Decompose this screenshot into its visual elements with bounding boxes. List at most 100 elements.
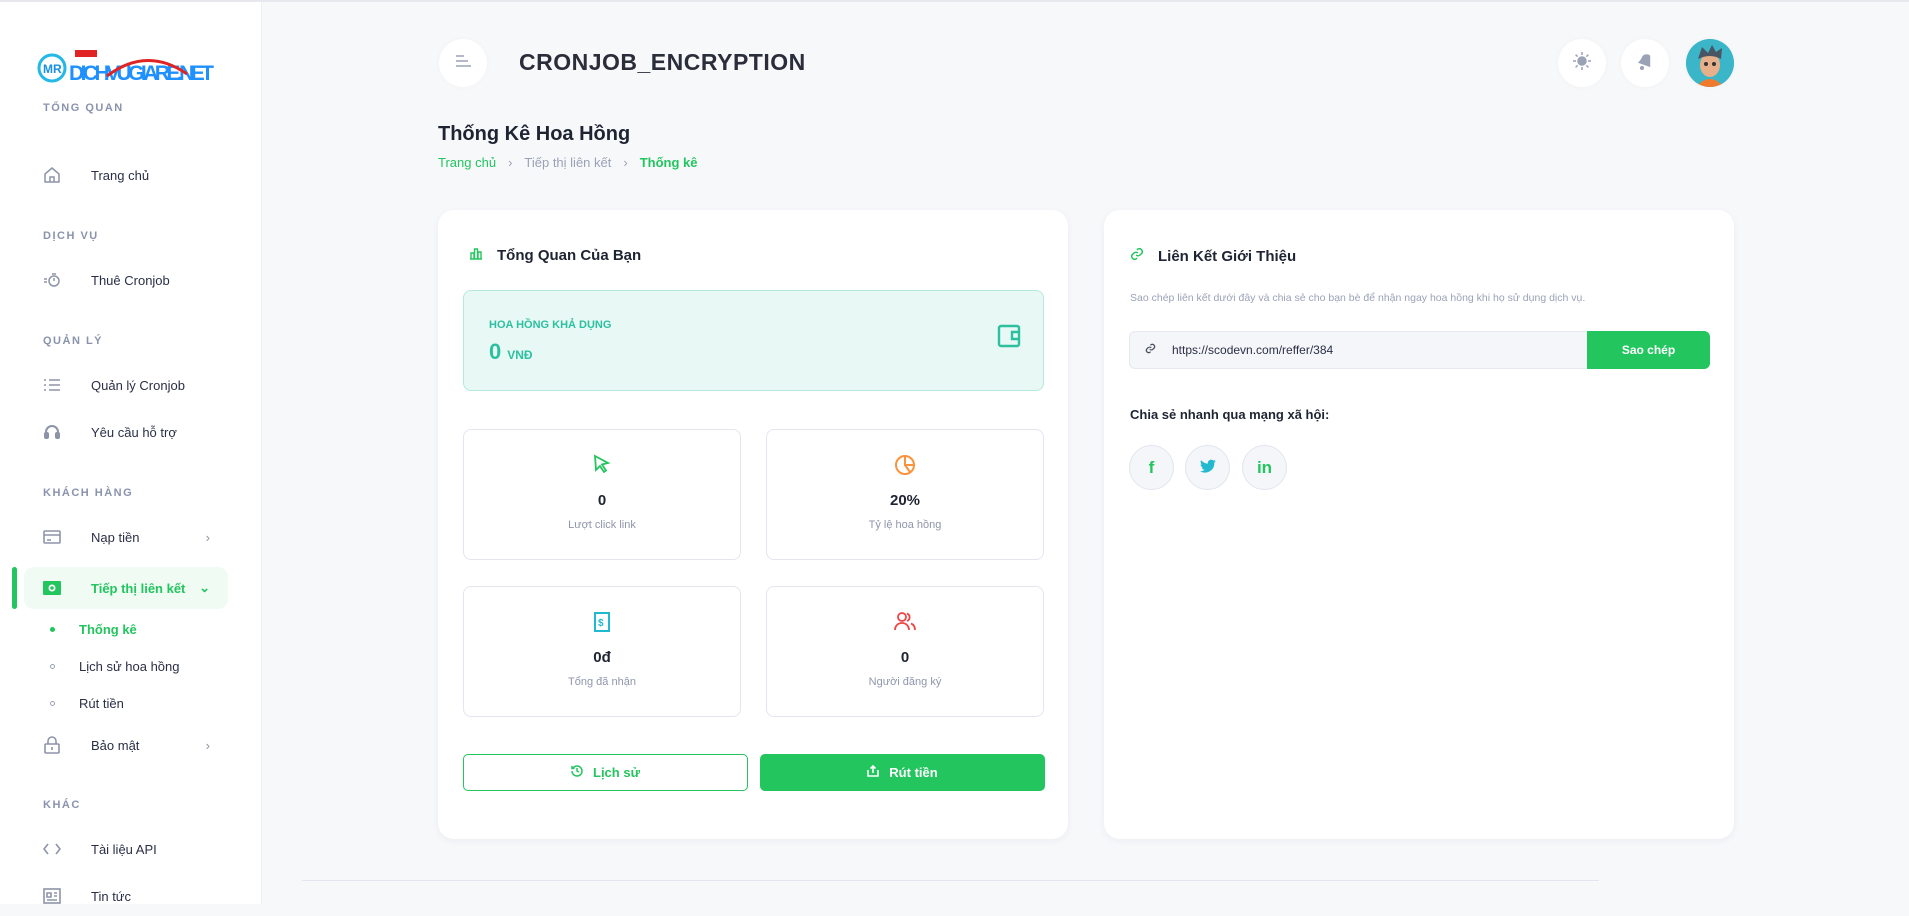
withdraw-button[interactable]: Rút tiền: [760, 754, 1045, 791]
history-icon: [571, 765, 583, 780]
sidebar-item-label: Nạp tiền: [91, 529, 140, 545]
chevron-right-icon: ›: [205, 529, 210, 545]
section-title: QUẢN LÝ: [43, 335, 103, 347]
section-title: KHÁC: [43, 799, 81, 811]
link-icon: [1145, 341, 1156, 359]
avatar[interactable]: [1686, 39, 1734, 87]
section-title: KHÁCH HÀNG: [43, 487, 134, 499]
sidebar-item-api-docs[interactable]: Tài liệu API: [24, 829, 228, 869]
card-title: Tổng Quan Của Bạn: [497, 247, 642, 264]
sidebar: MR DICHVUGIARE.NET TỔNG QUAN Trang chủ D…: [0, 2, 262, 904]
card-icon: [40, 530, 64, 544]
chevron-right-icon: ›: [623, 155, 628, 170]
card-header: Liên Kết Giới Thiệu: [1130, 247, 1296, 265]
stat-total-received: $ 0đ Tổng đã nhận: [463, 586, 741, 717]
stat-clicks: 0 Lượt click link: [463, 429, 741, 560]
receipt-icon: $: [593, 611, 611, 635]
submenu-label: Rút tiền: [79, 696, 124, 711]
stat-label: Lượt click link: [568, 519, 636, 531]
submenu-item-stats[interactable]: Thống kê: [50, 622, 137, 637]
referral-link-value: https://scodevn.com/reffer/384: [1172, 343, 1334, 357]
upload-icon: [867, 764, 880, 780]
stat-commission-rate: 20% Tỷ lệ hoa hồng: [766, 429, 1044, 560]
timer-icon: [40, 271, 64, 289]
code-icon: [40, 843, 64, 855]
share-twitter-button[interactable]: [1185, 445, 1230, 490]
pie-chart-icon: [894, 454, 916, 478]
twitter-icon: [1199, 458, 1216, 478]
sun-icon: [1572, 51, 1592, 76]
logo[interactable]: MR DICHVUGIARE.NET: [37, 46, 219, 86]
breadcrumb-current: Thống kê: [639, 155, 698, 170]
money-icon: [40, 581, 64, 595]
share-linkedin-button[interactable]: in: [1242, 445, 1287, 490]
breadcrumb-home[interactable]: Trang chủ: [438, 155, 497, 170]
sidebar-item-label: Bảo mật: [91, 737, 140, 753]
menu-toggle-button[interactable]: [439, 39, 487, 87]
home-icon: [40, 166, 64, 184]
stat-label: Người đăng ký: [868, 676, 942, 688]
referral-card: Liên Kết Giới Thiệu Sao chép liên kết dư…: [1104, 210, 1734, 839]
submenu-item-commission-history[interactable]: Lịch sử hoa hồng: [50, 659, 180, 674]
stat-value: 20%: [889, 492, 921, 509]
button-label: Rút tiền: [889, 765, 938, 780]
sidebar-item-label: Tài liệu API: [91, 841, 157, 857]
sidebar-item-label: Tin tức: [91, 888, 132, 904]
stat-signups: 0 Người đăng ký: [766, 586, 1044, 717]
sidebar-item-affiliate[interactable]: Tiếp thị liên kết ⌄: [24, 567, 228, 609]
wallet-icon: [997, 324, 1021, 353]
bullet-icon: [50, 701, 55, 706]
balance-value: 0: [489, 339, 502, 364]
linkedin-icon: in: [1256, 457, 1273, 477]
submenu-label: Thống kê: [79, 622, 137, 637]
card-header: Tổng Quan Của Bạn: [469, 247, 641, 264]
theme-toggle-button[interactable]: [1558, 39, 1606, 87]
footer-divider: [302, 880, 1599, 881]
cursor-icon: [593, 454, 611, 478]
sidebar-item-home[interactable]: Trang chủ: [24, 155, 228, 195]
card-title: Liên Kết Giới Thiệu: [1158, 247, 1297, 265]
chevron-down-icon: ⌄: [199, 580, 210, 595]
sidebar-item-label: Quản lý Cronjob: [91, 377, 185, 393]
stat-value: 0đ: [593, 649, 611, 666]
overview-card: Tổng Quan Của Bạn HOA HỒNG KHẢ DỤNG 0 VN…: [438, 210, 1068, 839]
balance-label: HOA HỒNG KHẢ DỤNG: [489, 319, 612, 331]
news-icon: [40, 888, 64, 904]
section-title: DỊCH VỤ: [43, 230, 99, 242]
submenu-item-withdraw[interactable]: Rút tiền: [50, 696, 124, 711]
stat-label: Tỷ lệ hoa hồng: [868, 519, 942, 531]
bullet-icon: [50, 664, 55, 669]
sidebar-item-manage-cronjob[interactable]: Quản lý Cronjob: [24, 365, 228, 405]
top-border: [0, 0, 1909, 2]
notifications-button[interactable]: [1621, 39, 1669, 87]
app-title: CRONJOB_ENCRYPTION: [519, 49, 806, 75]
copy-button[interactable]: Sao chép: [1587, 331, 1710, 369]
sidebar-item-label: Thuê Cronjob: [91, 272, 170, 288]
sidebar-item-security[interactable]: Bảo mật ›: [24, 725, 228, 765]
stat-value: 0: [900, 649, 910, 666]
section-title: TỔNG QUAN: [43, 102, 124, 114]
chevron-right-icon: ›: [508, 155, 513, 170]
referral-link-field[interactable]: https://scodevn.com/reffer/384 Sao chép: [1129, 331, 1710, 369]
sidebar-item-label: Trang chủ: [91, 167, 150, 183]
share-facebook-button[interactable]: f: [1129, 445, 1174, 490]
balance-unit: VNĐ: [507, 348, 533, 362]
breadcrumb-affiliate[interactable]: Tiếp thị liên kết: [524, 155, 612, 170]
active-indicator: [12, 567, 17, 609]
chevron-right-icon: ›: [205, 737, 210, 753]
history-button[interactable]: Lịch sử: [463, 754, 748, 791]
lock-icon: [40, 736, 64, 754]
menu-icon: [455, 54, 471, 72]
users-icon: [894, 611, 916, 635]
balance-amount: 0 VNĐ: [489, 339, 533, 365]
sidebar-item-support[interactable]: Yêu cầu hỗ trợ: [24, 412, 228, 452]
sidebar-item-deposit[interactable]: Nạp tiền ›: [24, 517, 228, 557]
sidebar-item-rent-cronjob[interactable]: Thuê Cronjob: [24, 260, 228, 300]
submenu-label: Lịch sử hoa hồng: [79, 659, 180, 674]
share-label: Chia sẻ nhanh qua mạng xã hội:: [1130, 407, 1330, 422]
sidebar-item-news[interactable]: Tin tức: [24, 876, 228, 916]
list-icon: [40, 378, 64, 392]
sidebar-item-label: Yêu cầu hỗ trợ: [91, 424, 177, 440]
button-label: Lịch sử: [593, 765, 640, 780]
bar-chart-icon: [469, 247, 483, 264]
